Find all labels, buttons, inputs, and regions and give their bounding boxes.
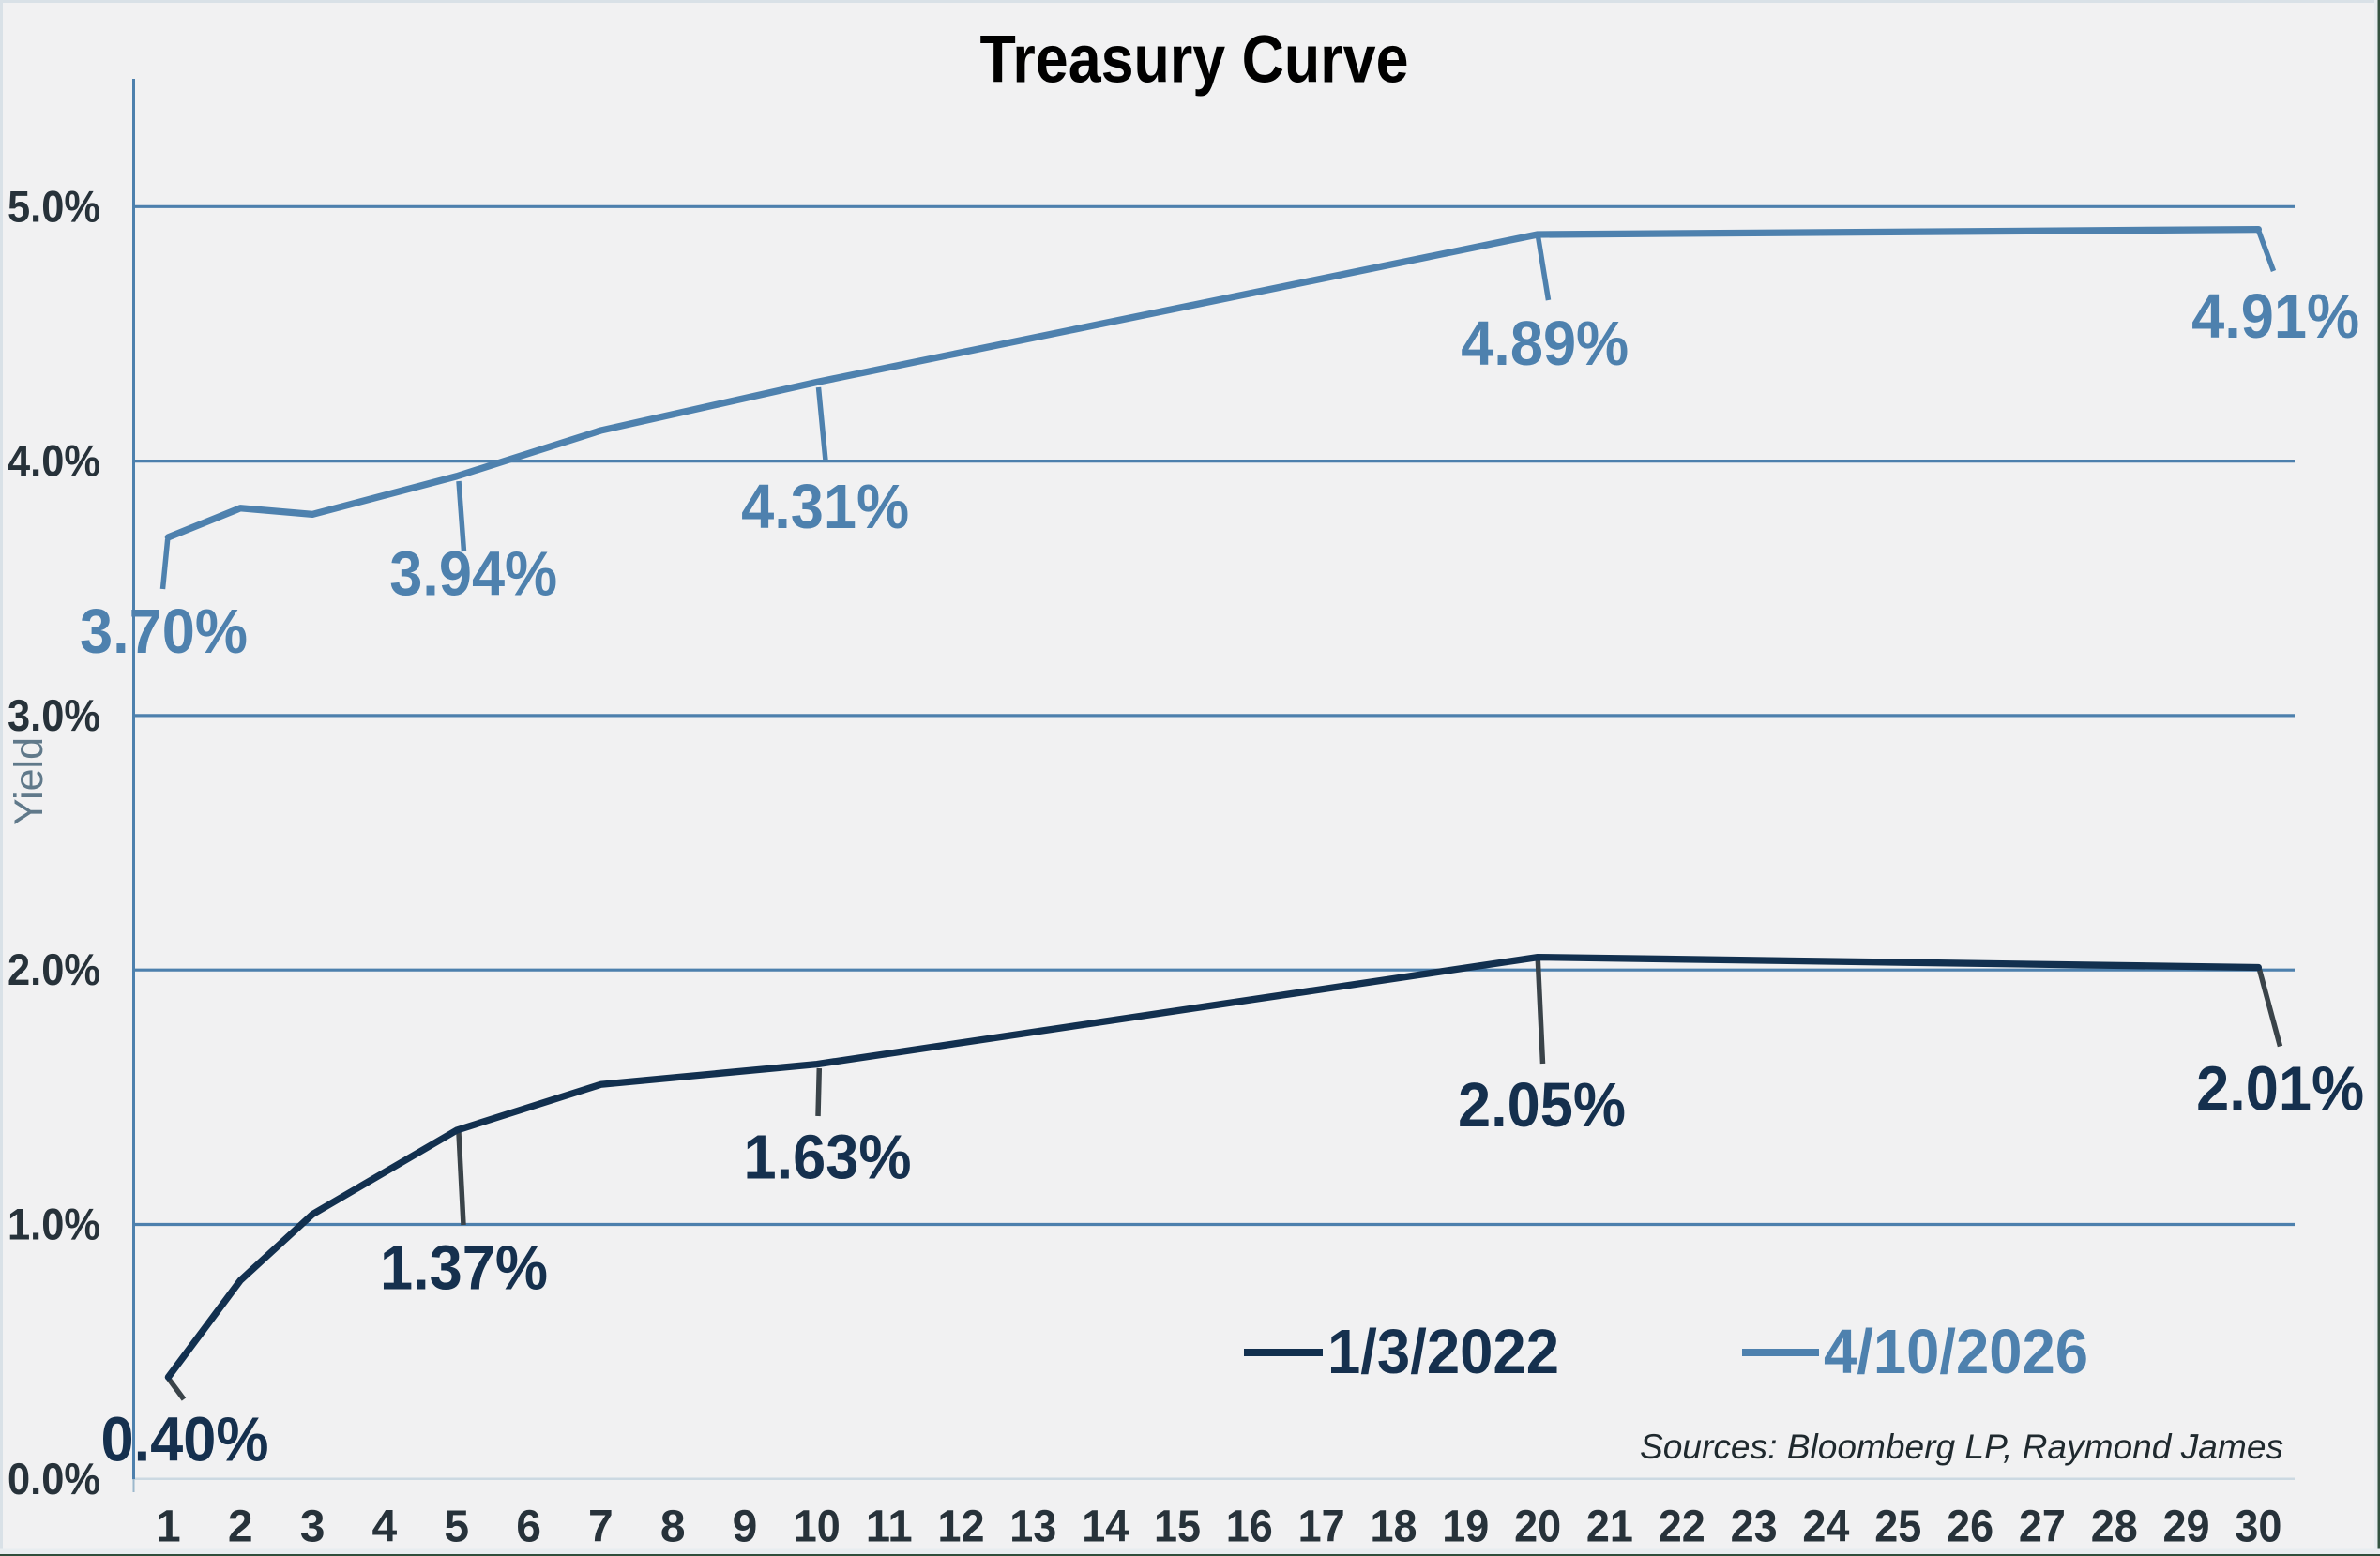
svg-text:Sources: Bloomberg LP, Raymond: Sources: Bloomberg LP, Raymond James (1640, 1427, 2283, 1466)
svg-text:3: 3 (300, 1503, 326, 1552)
svg-text:11: 11 (866, 1503, 913, 1552)
svg-text:28: 28 (2091, 1503, 2138, 1552)
svg-text:2.01%: 2.01% (2196, 1053, 2364, 1124)
svg-text:22: 22 (1659, 1503, 1705, 1552)
svg-text:17: 17 (1298, 1503, 1345, 1552)
svg-text:4.0%: 4.0% (8, 436, 100, 486)
svg-text:18: 18 (1371, 1503, 1417, 1552)
svg-text:1/3/2022: 1/3/2022 (1327, 1317, 1559, 1387)
svg-text:4.31%: 4.31% (741, 472, 909, 542)
svg-text:24: 24 (1802, 1503, 1849, 1552)
svg-text:27: 27 (2019, 1503, 2066, 1552)
svg-text:25: 25 (1874, 1503, 1921, 1552)
svg-text:Yield: Yield (7, 737, 52, 825)
svg-text:2: 2 (228, 1503, 253, 1552)
svg-text:1.63%: 1.63% (744, 1123, 912, 1193)
svg-text:4: 4 (372, 1503, 398, 1552)
svg-text:29: 29 (2163, 1503, 2210, 1552)
svg-text:5: 5 (444, 1503, 469, 1552)
svg-text:7: 7 (588, 1503, 614, 1552)
svg-text:4.91%: 4.91% (2191, 281, 2359, 352)
svg-text:2.05%: 2.05% (1458, 1070, 1626, 1141)
svg-text:30: 30 (2235, 1503, 2281, 1552)
svg-text:3.94%: 3.94% (389, 539, 557, 610)
svg-text:Treasury Curve: Treasury Curve (980, 23, 1409, 98)
svg-text:1: 1 (156, 1503, 181, 1552)
svg-text:16: 16 (1226, 1503, 1273, 1552)
svg-text:13: 13 (1009, 1503, 1056, 1552)
svg-text:5.0%: 5.0% (8, 181, 100, 231)
svg-text:2.0%: 2.0% (8, 944, 100, 994)
svg-text:0.0%: 0.0% (8, 1454, 100, 1503)
svg-text:21: 21 (1586, 1503, 1633, 1552)
svg-text:1.0%: 1.0% (8, 1200, 100, 1249)
svg-text:6: 6 (516, 1503, 541, 1552)
svg-text:9: 9 (733, 1503, 758, 1552)
svg-text:15: 15 (1154, 1503, 1201, 1552)
svg-text:3.70%: 3.70% (80, 597, 248, 667)
svg-text:4.89%: 4.89% (1461, 309, 1629, 379)
svg-text:20: 20 (1514, 1503, 1561, 1552)
svg-text:1.37%: 1.37% (380, 1233, 548, 1304)
svg-text:4/10/2026: 4/10/2026 (1824, 1317, 2088, 1387)
svg-text:19: 19 (1442, 1503, 1489, 1552)
svg-text:10: 10 (794, 1503, 841, 1552)
svg-text:23: 23 (1731, 1503, 1778, 1552)
svg-text:12: 12 (938, 1503, 985, 1552)
svg-text:14: 14 (1082, 1503, 1129, 1552)
svg-text:26: 26 (1947, 1503, 1993, 1552)
svg-text:8: 8 (660, 1503, 686, 1552)
svg-text:0.40%: 0.40% (101, 1405, 269, 1475)
svg-text:3.0%: 3.0% (8, 690, 100, 740)
